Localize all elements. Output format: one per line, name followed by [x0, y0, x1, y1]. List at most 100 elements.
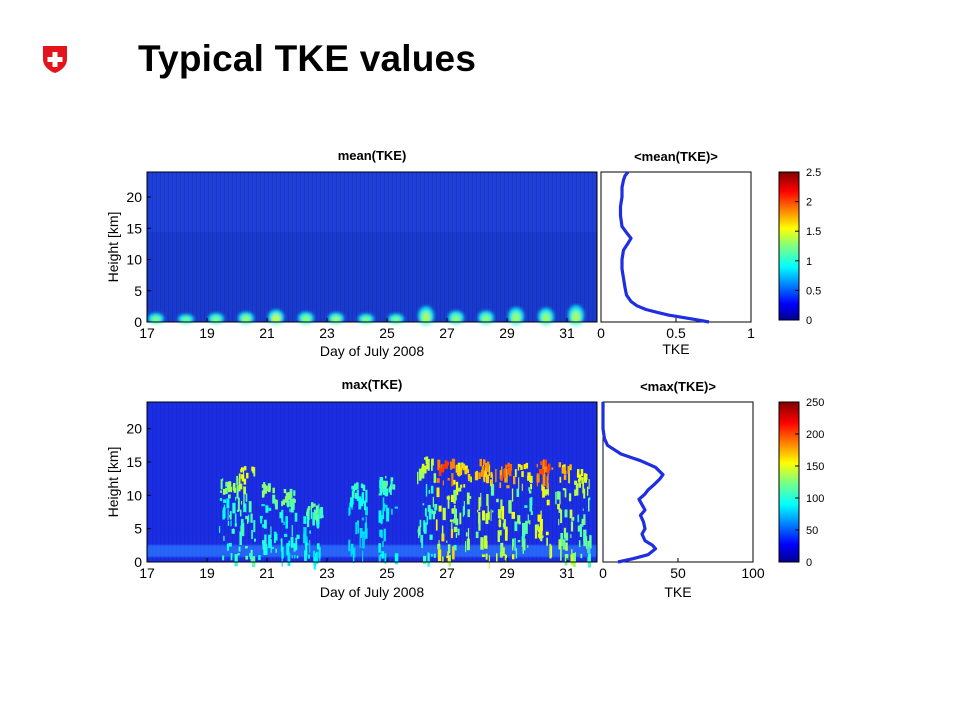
max-column-cell: [502, 547, 505, 556]
max-column-peak: [561, 467, 565, 474]
y-tick-label: 10: [126, 252, 142, 268]
max-column-cell: [539, 526, 543, 540]
max-column-peak: [521, 471, 524, 477]
max-column-cell: [562, 539, 566, 550]
max-column-cell: [420, 535, 422, 543]
max-column-cell: [546, 537, 548, 546]
mean-heatmap-texture: [147, 172, 597, 322]
max-column-cell: [569, 509, 573, 519]
max-column-cell: [586, 536, 588, 550]
max-column-cell: [378, 493, 382, 496]
max-column-cell: [441, 533, 445, 542]
max-column-cell: [382, 509, 385, 520]
colorbar-tick-label: 250: [806, 397, 824, 409]
max-column-cell: [436, 487, 440, 498]
max-column-peak: [293, 499, 296, 503]
max-column-cell: [380, 515, 383, 524]
max-column-cell: [453, 518, 456, 524]
max-column-cell: [538, 533, 541, 538]
max-column-cell: [578, 483, 581, 488]
max-column-cell: [431, 553, 433, 557]
max-column-cell: [248, 501, 252, 513]
max-column-cell: [453, 489, 457, 501]
max-column-cell: [441, 525, 444, 536]
max-column-cell: [275, 548, 277, 553]
max-column-peak: [265, 485, 268, 490]
max-column-peak: [228, 481, 231, 485]
max-column-cell: [316, 543, 320, 550]
max-column-cell: [431, 509, 433, 514]
max-column-peak: [392, 484, 396, 490]
max-column-cell: [386, 507, 390, 522]
max-column-cell: [556, 491, 560, 500]
max-column-cell: [525, 520, 528, 534]
max-column-cell: [390, 477, 393, 490]
max-column-cell: [569, 466, 572, 471]
max-column-cell: [451, 473, 454, 487]
max-column-cell: [497, 530, 500, 542]
max-column-cell: [266, 488, 269, 492]
max-column-cell: [477, 509, 479, 513]
max-column-peak: [527, 475, 530, 481]
max-column-cell: [446, 540, 448, 543]
max-column-cell: [501, 466, 503, 480]
max-column-cell: [385, 475, 387, 479]
mean-profile-xlabel: TKE: [662, 341, 689, 357]
max-column-cell: [355, 522, 358, 535]
y-tick-label: 5: [134, 283, 142, 299]
x-tick-label: 17: [139, 565, 155, 581]
max-column-cell: [303, 516, 307, 524]
colorbar-tick-label: 2.5: [806, 167, 821, 179]
max-column-cell: [437, 549, 442, 562]
max-column-cell: [521, 483, 523, 491]
max-column-cell: [527, 514, 529, 524]
max-column-cell: [220, 479, 223, 490]
max-column-cell: [419, 519, 422, 528]
x-tick-label: 1: [747, 325, 755, 341]
max-column-cell: [454, 508, 457, 520]
max-column-cell: [348, 507, 350, 516]
max-tke-heatmap-panel: max(TKE) 17 19 21 23 25 27 29 31 0 5 10 15 20 Day o…: [105, 377, 598, 600]
max-column-cell: [423, 520, 426, 532]
max-column-peak: [580, 469, 584, 477]
max-column-cell: [313, 556, 316, 570]
max-column-peak: [438, 468, 442, 477]
max-column-peak: [558, 462, 562, 468]
max-column-peak: [268, 486, 271, 493]
max-column-peak: [445, 464, 448, 469]
max-column-cell: [536, 525, 539, 531]
max-column-peak: [288, 495, 291, 500]
max-column-cell: [574, 489, 576, 496]
max-column-peak: [251, 466, 254, 472]
max-column-cell: [490, 484, 495, 496]
max-column-cell: [258, 555, 261, 561]
max-colorbar-gradient: [778, 401, 800, 563]
max-column-cell: [499, 518, 501, 528]
max-column-peak: [480, 469, 484, 477]
max-column-cell: [432, 510, 435, 520]
max-column-cell: [287, 552, 291, 566]
max-column-cell: [320, 507, 324, 518]
max-column-cell: [296, 555, 299, 559]
max-column-cell: [587, 541, 589, 554]
max-column-cell: [530, 483, 533, 490]
max-column-cell: [427, 552, 430, 565]
max-column-cell: [558, 539, 562, 550]
max-column-peak: [508, 467, 511, 475]
max-column-peak: [313, 503, 316, 507]
mean-burst-core: [331, 315, 341, 324]
max-column-cell: [349, 502, 351, 515]
max-column-cell: [293, 490, 296, 496]
max-column-cell: [542, 473, 546, 487]
y-tick-label: 20: [126, 189, 142, 205]
max-column-cell: [312, 512, 315, 526]
max-column-cell: [364, 500, 367, 511]
max-column-cell: [383, 528, 386, 542]
max-column-peak: [478, 472, 481, 479]
max-column-cell: [461, 462, 464, 469]
max-heatmap-columns: [219, 456, 592, 570]
max-column-cell: [310, 505, 312, 519]
max-column-cell: [285, 516, 288, 529]
max-column-cell: [245, 493, 248, 502]
colorbar-tick-label: 200: [806, 429, 824, 441]
